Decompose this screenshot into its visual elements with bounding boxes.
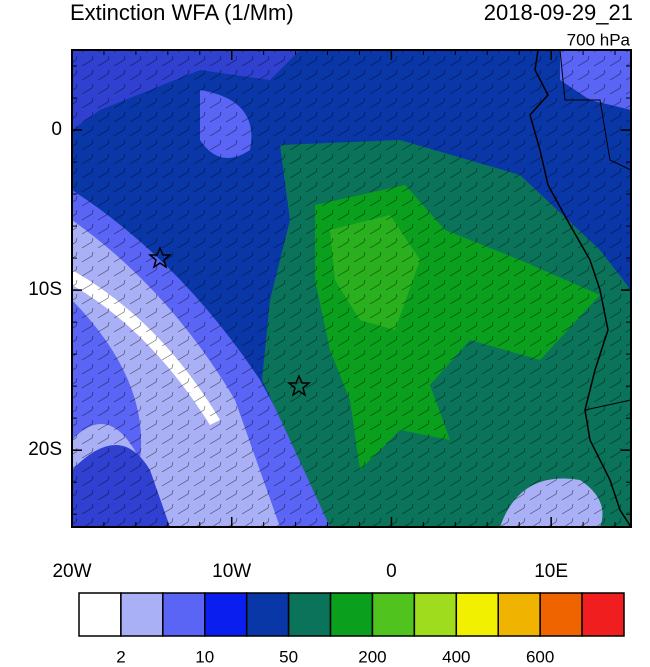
colorbar-box (581, 592, 625, 637)
site-marker (147, 246, 173, 269)
colorbar-box (78, 592, 122, 637)
colorbar-label: 600 (526, 647, 554, 666)
colorbar-label: 400 (442, 647, 470, 666)
field (72, 50, 631, 527)
y-tick-label: 10S (28, 279, 62, 300)
pressure-level: 700 hPa (567, 30, 631, 49)
borders (559, 50, 631, 411)
colorbar-label: 10 (195, 647, 214, 666)
colorbar-box (204, 592, 248, 637)
colorbar-box (371, 592, 416, 637)
x-tick-label: 10E (534, 561, 568, 582)
y-tick-label: 0 (51, 119, 62, 140)
colorbar-box (497, 592, 541, 637)
colorbar-box (287, 592, 332, 637)
coastline (529, 50, 631, 527)
map-title: Extinction WFA (1/Mm) (70, 0, 294, 25)
wind-barbs (72, 50, 631, 527)
colorbar-box (329, 592, 374, 637)
colorbar-label: 50 (279, 647, 298, 666)
colorbar-box (539, 592, 583, 637)
x-tick-label: 20W (52, 561, 91, 582)
map-date: 2018-09-29_21 (484, 0, 633, 25)
colorbar-box (245, 592, 290, 637)
x-tick-label: 10W (212, 561, 251, 582)
x-tick-label: 0 (386, 561, 397, 582)
colorbar-label: 200 (358, 647, 386, 666)
colorbar-label: 2 (116, 647, 125, 666)
colorbar-box (120, 592, 164, 637)
colorbar-box (455, 592, 499, 637)
site-marker (286, 374, 312, 397)
plot-frame (71, 49, 632, 528)
y-tick-label: 20S (28, 439, 62, 460)
colorbar-box (413, 592, 458, 637)
colorbar-box (162, 592, 206, 637)
